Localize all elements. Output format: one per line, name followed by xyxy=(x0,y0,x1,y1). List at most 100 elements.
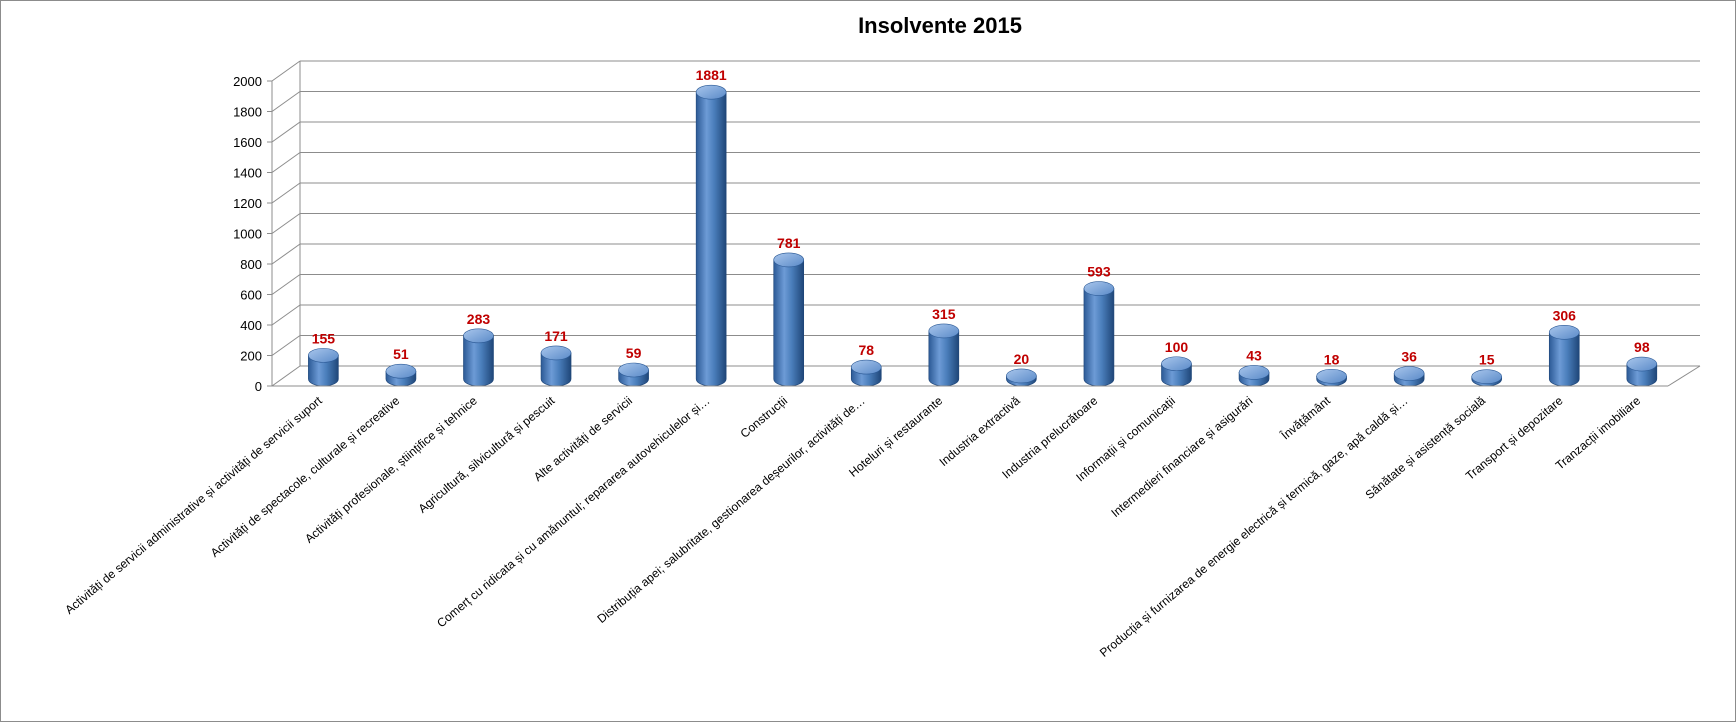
data-label: 306 xyxy=(1553,307,1577,323)
bar xyxy=(618,362,649,387)
gridline-side xyxy=(271,152,301,173)
bar xyxy=(1316,368,1347,387)
y-tick-label: 1800 xyxy=(233,105,262,120)
bar-body xyxy=(1083,288,1115,387)
bar xyxy=(850,359,882,387)
bar xyxy=(1083,281,1115,387)
bar-top xyxy=(1161,356,1192,372)
bar-top xyxy=(1626,356,1658,372)
bar xyxy=(695,84,727,387)
gridline-side xyxy=(271,304,301,326)
y-tick-label: 1400 xyxy=(233,166,262,181)
bar-top xyxy=(385,363,417,379)
x-tick-label: Distribuția apei; salubritate, gestionar… xyxy=(594,394,867,626)
gridline-side xyxy=(271,274,301,295)
y-tick-label: 1000 xyxy=(233,227,262,242)
bar-top xyxy=(1393,366,1425,381)
bar xyxy=(463,328,494,387)
bar xyxy=(1393,366,1425,387)
data-label: 15 xyxy=(1479,352,1495,368)
bar-body xyxy=(773,259,805,387)
gridline-side xyxy=(271,91,301,112)
x-tick-label: Construcții xyxy=(738,394,790,441)
bar xyxy=(773,252,805,387)
chart-title: Insolvente 2015 xyxy=(858,13,1022,38)
bar-top xyxy=(618,362,649,378)
bar-top xyxy=(540,345,572,361)
gridline-side xyxy=(271,213,301,234)
bar-top xyxy=(1471,369,1503,385)
floor-edge xyxy=(1667,365,1701,387)
x-tick-label: Producția și furnizarea de energie elect… xyxy=(1097,394,1411,660)
bar-body xyxy=(928,330,960,387)
bar-top xyxy=(463,328,494,344)
gridline-side xyxy=(271,335,301,356)
data-label: 100 xyxy=(1165,339,1189,355)
y-tick-label: 400 xyxy=(240,318,262,333)
x-tick-label: Activități profesionale, științifice și … xyxy=(302,393,480,545)
y-axis: 0 200 400 600 800 1000 1200 1400 1600 1800 2000 xyxy=(233,74,273,394)
data-label: 593 xyxy=(1087,264,1111,280)
gridline-side xyxy=(271,182,301,204)
bar-top xyxy=(1006,368,1037,384)
x-tick-label: Tranzacții imobiliare xyxy=(1553,393,1644,472)
bar-top xyxy=(1083,281,1115,296)
data-labels: 155 51 283 171 59 1881 781 78 315 20 593 100 43 18 36 1… xyxy=(312,67,1650,368)
y-tick-label: 200 xyxy=(240,349,262,364)
gridline-side xyxy=(271,365,301,387)
bars xyxy=(308,84,1658,387)
bar-top xyxy=(695,84,727,100)
y-tick-label: 600 xyxy=(240,288,262,303)
data-label: 43 xyxy=(1246,347,1262,363)
y-tick-label: 800 xyxy=(240,257,262,272)
x-tick-label: Industria extractivă xyxy=(937,393,1023,469)
x-tick-label: Învățământ xyxy=(1277,392,1333,443)
data-label: 98 xyxy=(1634,339,1650,355)
y-tick-label: 1600 xyxy=(233,135,262,150)
bar xyxy=(1548,325,1580,387)
x-tick-label: Intermedieri financiare și asigurări xyxy=(1108,394,1255,520)
bar xyxy=(540,345,572,387)
data-label: 78 xyxy=(858,342,874,358)
bar-top xyxy=(773,252,805,268)
bar xyxy=(385,363,417,387)
data-label: 20 xyxy=(1014,351,1030,367)
bar-top xyxy=(1316,368,1347,384)
bar xyxy=(1626,356,1658,387)
bar-top xyxy=(1238,365,1270,380)
data-label: 283 xyxy=(467,311,491,327)
bar-body xyxy=(1548,332,1580,387)
gridline-side xyxy=(271,121,301,143)
x-axis: Activități de servicii administrative și… xyxy=(62,365,1701,660)
data-label: 315 xyxy=(932,306,956,322)
bar-body xyxy=(463,335,494,387)
data-label: 1881 xyxy=(696,67,727,83)
bar-top xyxy=(308,348,339,363)
data-label: 59 xyxy=(626,345,642,361)
bar xyxy=(1161,356,1192,387)
bar xyxy=(1238,365,1270,387)
bar xyxy=(1471,369,1503,387)
y-tick-label: 1200 xyxy=(233,196,262,211)
data-label: 36 xyxy=(1401,349,1417,365)
data-label: 51 xyxy=(393,346,409,362)
bar xyxy=(1006,368,1037,387)
bar-body xyxy=(695,91,727,387)
data-label: 171 xyxy=(544,328,568,344)
x-tick-label: Agricultură, silvicultură și pescuit xyxy=(416,393,558,516)
bar xyxy=(308,348,339,387)
y-tick-label: 2000 xyxy=(233,74,262,89)
bar-top xyxy=(1548,325,1580,340)
gridlines xyxy=(271,60,1700,387)
data-label: 18 xyxy=(1324,351,1340,367)
gridline-side xyxy=(271,60,301,82)
bar-top xyxy=(850,359,882,375)
data-label: 155 xyxy=(312,330,336,346)
y-tick-label: 0 xyxy=(255,379,262,394)
data-label: 781 xyxy=(777,235,801,251)
x-tick-label: Comerț cu ridicata și cu amănuntul; repa… xyxy=(434,394,712,631)
gridline-side xyxy=(271,243,301,265)
x-tick-label: Activități de servicii administrative și… xyxy=(62,393,325,617)
bar xyxy=(928,323,960,387)
